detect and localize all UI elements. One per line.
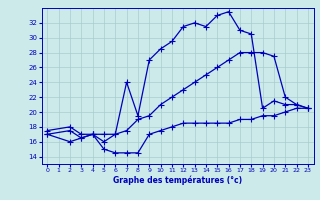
X-axis label: Graphe des températures (°c): Graphe des températures (°c) [113, 176, 242, 185]
